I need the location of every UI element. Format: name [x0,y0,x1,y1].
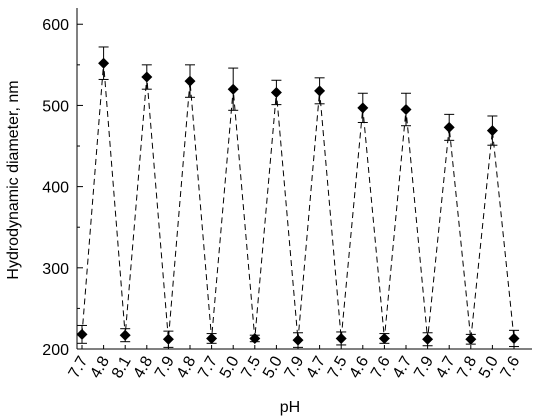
y-tick-label: 600 [42,17,69,34]
x-ticks: 7.74.88.14.87.94.87.75.07.55.07.94.77.54… [66,345,524,381]
x-tick-label: 4.6 [346,353,372,381]
series-line [81,63,515,341]
data-point-diamond [249,332,261,344]
y-tick-label: 400 [42,180,69,197]
y-axis-title: Hydrodynamic diameter, nm [5,80,22,279]
x-tick-label: 4.8 [130,353,156,381]
y-tick-label: 500 [42,98,69,115]
x-tick-label: 7.5 [325,353,351,381]
data-point-diamond [162,333,174,345]
x-tick-label: 7.6 [498,353,524,381]
data-point-diamond [314,85,326,97]
x-tick-label: 4.8 [174,353,200,381]
x-tick-label: 7.9 [282,353,308,381]
x-tick-label: 5.0 [476,353,502,381]
data-point-diamond [227,83,239,95]
x-tick-label: 4.7 [390,353,416,381]
series-dashed-line [81,63,515,341]
data-point-diamond [184,75,196,87]
x-tick-label: 5.0 [260,353,286,381]
data-point-diamond [141,71,153,83]
x-tick-label: 7.6 [368,353,394,381]
x-tick-label: 7.9 [411,353,437,381]
axes [76,8,532,350]
data-point-diamond [443,121,455,133]
data-point-diamond [422,333,434,345]
x-tick-label: 8.1 [109,353,135,381]
x-tick-label: 4.7 [433,353,459,381]
x-tick-label: 4.7 [303,353,329,381]
data-point-diamond [335,332,347,344]
data-points [76,57,520,346]
x-tick-label: 4.8 [87,353,113,381]
data-point-diamond [400,103,412,115]
x-tick-label: 5.0 [217,353,243,381]
data-point-diamond [486,125,498,137]
data-point-diamond [357,102,369,114]
y-tick-label: 300 [42,261,69,278]
y-tick-label: 200 [42,342,69,359]
x-tick-label: 7.9 [152,353,178,381]
x-axis-title: pH [280,399,300,416]
data-point-diamond [465,333,477,345]
data-point-diamond [270,86,282,98]
data-point-diamond [98,57,110,69]
x-tick-label: 7.8 [454,353,480,381]
data-point-diamond [378,332,390,344]
y-ticks: 200 300 400 500 600 [42,17,83,359]
data-point-diamond [508,332,520,344]
data-point-diamond [206,332,218,344]
data-point-diamond [76,328,88,340]
x-tick-label: 7.7 [195,353,221,381]
error-bars [77,46,519,348]
x-tick-label: 7.5 [238,353,264,381]
data-point-diamond [292,334,304,346]
x-tick-label: 7.7 [66,353,92,381]
data-point-diamond [119,329,131,341]
